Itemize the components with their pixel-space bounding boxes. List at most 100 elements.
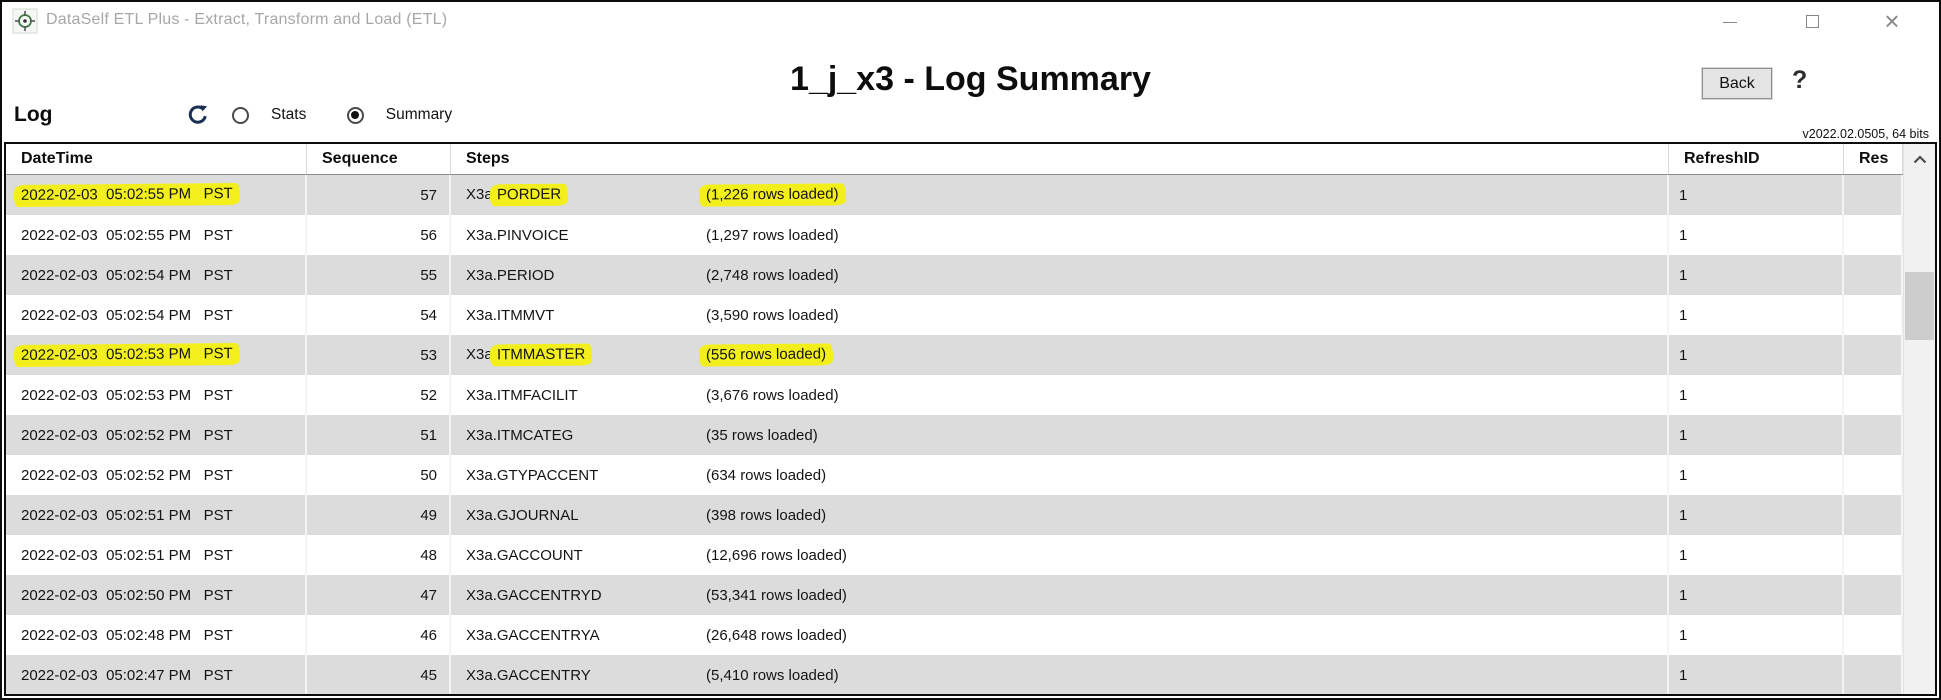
table-row[interactable]: 2022-02-03 05:02:50 PM PST 47 X3a.GACCEN… xyxy=(6,575,1903,615)
column-header-res[interactable]: Res xyxy=(1844,144,1903,174)
app-icon xyxy=(12,8,38,34)
scroll-thumb[interactable] xyxy=(1905,272,1934,340)
maximize-icon xyxy=(1805,14,1819,28)
cell-refreshid: 1 xyxy=(1669,215,1844,255)
cell-datetime: 2022-02-03 05:02:53 PM PST xyxy=(6,335,307,375)
table-row[interactable]: 2022-02-03 05:02:54 PM PST 54 X3a.ITMMVT… xyxy=(6,295,1903,335)
table-row[interactable]: 2022-02-03 05:02:47 PM PST 45 X3a.GACCEN… xyxy=(6,655,1903,694)
cell-res xyxy=(1844,175,1903,215)
cell-sequence: 45 xyxy=(307,655,451,694)
cell-refreshid: 1 xyxy=(1669,535,1844,575)
log-controls: Log Stats Summary xyxy=(14,100,452,130)
cell-datetime: 2022-02-03 05:02:52 PM PST xyxy=(6,455,307,495)
cell-datetime: 2022-02-03 05:02:53 PM PST xyxy=(6,375,307,415)
cell-refreshid: 1 xyxy=(1669,455,1844,495)
table-row[interactable]: 2022-02-03 05:02:51 PM PST 49 X3a.GJOURN… xyxy=(6,495,1903,535)
cell-steps: X3a.ITMMASTER (556 rows loaded) xyxy=(451,335,1669,375)
cell-refreshid: 1 xyxy=(1669,655,1844,694)
cell-refreshid: 1 xyxy=(1669,255,1844,295)
cell-steps: X3a.GACCOUNT (12,696 rows loaded) xyxy=(451,535,1669,575)
cell-sequence: 53 xyxy=(307,335,451,375)
cell-sequence: 52 xyxy=(307,375,451,415)
header-zone: 1_j_x3 - Log Summary Back ? v2022.02.050… xyxy=(2,40,1939,141)
cell-datetime: 2022-02-03 05:02:51 PM PST xyxy=(6,535,307,575)
radio-label[interactable]: Summary xyxy=(385,106,453,123)
log-view-radio-group: Stats Summary xyxy=(210,106,452,124)
back-button[interactable]: Back xyxy=(1701,67,1773,100)
cell-res xyxy=(1844,375,1903,415)
minimize-icon xyxy=(1723,21,1737,23)
cell-sequence: 46 xyxy=(307,615,451,655)
table-row[interactable]: 2022-02-03 05:02:53 PM PST 53 X3a.ITMMAS… xyxy=(6,335,1903,375)
maximize-button[interactable] xyxy=(1790,2,1834,40)
vertical-scrollbar[interactable] xyxy=(1903,144,1935,694)
cell-res xyxy=(1844,415,1903,455)
cell-steps: X3a.PERIOD (2,748 rows loaded) xyxy=(451,255,1669,295)
cell-steps: X3a.ITMCATEG (35 rows loaded) xyxy=(451,415,1669,455)
cell-datetime: 2022-02-03 05:02:55 PM PST xyxy=(6,215,307,255)
chevron-up-icon xyxy=(1913,154,1926,163)
column-header-refreshid[interactable]: RefreshID xyxy=(1669,144,1844,174)
table-row[interactable]: 2022-02-03 05:02:55 PM PST 56 X3a.PINVOI… xyxy=(6,215,1903,255)
cell-datetime: 2022-02-03 05:02:52 PM PST xyxy=(6,415,307,455)
cell-steps: X3a.PINVOICE (1,297 rows loaded) xyxy=(451,215,1669,255)
column-header-datetime[interactable]: DateTime xyxy=(6,144,307,174)
cell-steps: X3a.ITMMVT (3,590 rows loaded) xyxy=(451,295,1669,335)
cell-sequence: 48 xyxy=(307,535,451,575)
cell-sequence: 55 xyxy=(307,255,451,295)
minimize-button[interactable] xyxy=(1708,2,1752,40)
version-label: v2022.02.0505, 64 bits xyxy=(1802,127,1930,141)
cell-sequence: 51 xyxy=(307,415,451,455)
cell-refreshid: 1 xyxy=(1669,615,1844,655)
radio-label[interactable]: Stats xyxy=(271,106,307,123)
log-table: DateTime Sequence Steps RefreshID Res 20… xyxy=(4,142,1937,696)
cell-datetime: 2022-02-03 05:02:55 PM PST xyxy=(6,175,307,215)
table-row[interactable]: 2022-02-03 05:02:55 PM PST 57 X3a.PORDER… xyxy=(6,175,1903,215)
cell-datetime: 2022-02-03 05:02:47 PM PST xyxy=(6,655,307,694)
cell-refreshid: 1 xyxy=(1669,335,1844,375)
help-button[interactable]: ? xyxy=(1792,66,1808,94)
cell-res xyxy=(1844,455,1903,495)
cell-datetime: 2022-02-03 05:02:48 PM PST xyxy=(6,615,307,655)
cell-res xyxy=(1844,615,1903,655)
refresh-icon[interactable] xyxy=(186,103,210,127)
cell-steps: X3a.GACCENTRYD (53,341 rows loaded) xyxy=(451,575,1669,615)
titlebar: DataSelf ETL Plus - Extract, Transform a… xyxy=(2,2,1939,40)
table-row[interactable]: 2022-02-03 05:02:51 PM PST 48 X3a.GACCOU… xyxy=(6,535,1903,575)
table-header: DateTime Sequence Steps RefreshID Res xyxy=(6,144,1903,175)
table-body: 2022-02-03 05:02:55 PM PST 57 X3a.PORDER… xyxy=(6,175,1935,694)
column-header-sequence[interactable]: Sequence xyxy=(307,144,451,174)
cell-steps: X3a.GJOURNAL (398 rows loaded) xyxy=(451,495,1669,535)
cell-res xyxy=(1844,295,1903,335)
radio-option[interactable]: Stats xyxy=(232,106,306,124)
radio-circle-icon xyxy=(346,106,364,124)
table-row[interactable]: 2022-02-03 05:02:52 PM PST 50 X3a.GTYPAC… xyxy=(6,455,1903,495)
table-row[interactable]: 2022-02-03 05:02:53 PM PST 52 X3a.ITMFAC… xyxy=(6,375,1903,415)
table-row[interactable]: 2022-02-03 05:02:48 PM PST 46 X3a.GACCEN… xyxy=(6,615,1903,655)
table-row[interactable]: 2022-02-03 05:02:54 PM PST 55 X3a.PERIOD… xyxy=(6,255,1903,295)
cell-sequence: 49 xyxy=(307,495,451,535)
close-button[interactable]: × xyxy=(1884,6,1900,36)
cell-datetime: 2022-02-03 05:02:50 PM PST xyxy=(6,575,307,615)
cell-datetime: 2022-02-03 05:02:54 PM PST xyxy=(6,255,307,295)
log-label: Log xyxy=(14,103,53,126)
cell-res xyxy=(1844,495,1903,535)
column-header-steps[interactable]: Steps xyxy=(451,144,1669,174)
cell-res xyxy=(1844,215,1903,255)
cell-res xyxy=(1844,535,1903,575)
table-row[interactable]: 2022-02-03 05:02:52 PM PST 51 X3a.ITMCAT… xyxy=(6,415,1903,455)
cell-datetime: 2022-02-03 05:02:51 PM PST xyxy=(6,495,307,535)
cell-steps: X3a.GTYPACCENT (634 rows loaded) xyxy=(451,455,1669,495)
cell-res xyxy=(1844,255,1903,295)
cell-refreshid: 1 xyxy=(1669,415,1844,455)
cell-steps: X3a.PORDER (1,226 rows loaded) xyxy=(451,175,1669,215)
cell-refreshid: 1 xyxy=(1669,375,1844,415)
cell-sequence: 56 xyxy=(307,215,451,255)
scroll-up-button[interactable] xyxy=(1904,144,1935,174)
radio-option[interactable]: Summary xyxy=(346,106,453,124)
cell-refreshid: 1 xyxy=(1669,495,1844,535)
cell-refreshid: 1 xyxy=(1669,575,1844,615)
cell-steps: X3a.GACCENTRYA (26,648 rows loaded) xyxy=(451,615,1669,655)
page-title: 1_j_x3 - Log Summary xyxy=(790,60,1151,98)
cell-res xyxy=(1844,335,1903,375)
